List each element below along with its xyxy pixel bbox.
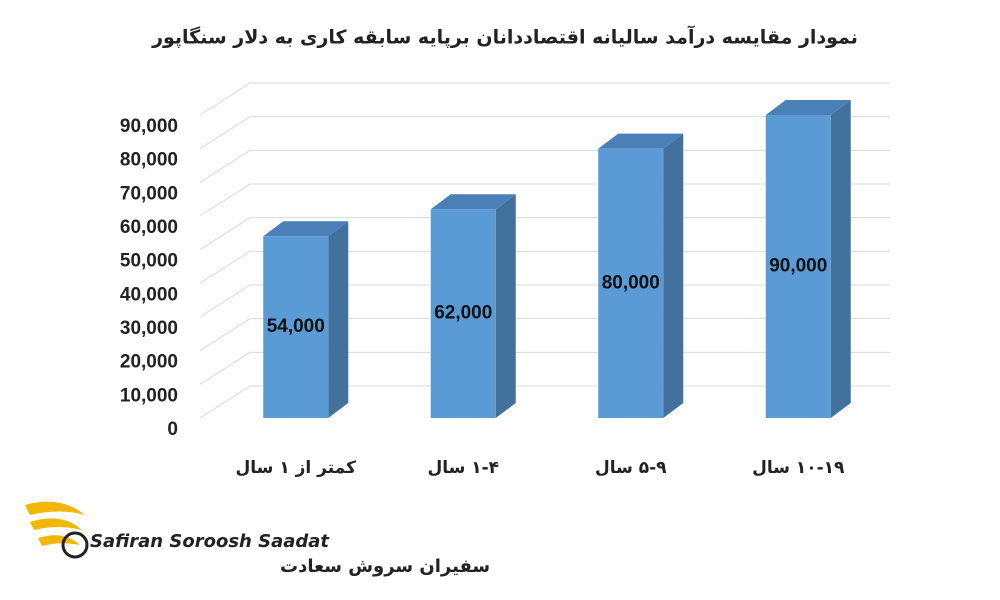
bar bbox=[430, 209, 496, 418]
grid-line bbox=[199, 116, 890, 150]
value-label: 54,000 bbox=[267, 316, 325, 337]
bar-side bbox=[663, 133, 684, 418]
y-tick-label: 70,000 bbox=[120, 183, 178, 204]
value-label: 80,000 bbox=[602, 272, 660, 293]
x-tick-label: ۱۰-۱۹ سال bbox=[752, 458, 845, 478]
y-tick-label: 0 bbox=[167, 419, 178, 440]
logo-text-fa: سفیران سروش سعادت bbox=[280, 556, 490, 577]
logo-wing bbox=[30, 518, 82, 530]
bar bbox=[765, 115, 831, 418]
bar-top bbox=[430, 194, 516, 210]
logo-text: Safiran Soroosh Saadat bbox=[90, 531, 330, 552]
bar-top bbox=[765, 100, 851, 115]
bar bbox=[598, 148, 664, 418]
logo-wing bbox=[25, 501, 85, 515]
bar-top bbox=[598, 133, 684, 149]
bar bbox=[263, 236, 329, 418]
y-tick-label: 30,000 bbox=[120, 318, 178, 339]
x-tick-label: ۱-۴ سال bbox=[427, 458, 499, 478]
y-tick-label: 90,000 bbox=[120, 116, 178, 137]
logo-wing bbox=[38, 535, 80, 546]
y-tick-label: 40,000 bbox=[120, 284, 178, 305]
bar-side bbox=[495, 194, 516, 418]
value-label: 62,000 bbox=[434, 303, 492, 324]
bar-top bbox=[263, 221, 349, 237]
bar-side bbox=[328, 221, 349, 418]
y-tick-label: 50,000 bbox=[120, 251, 178, 272]
y-tick-label: 10,000 bbox=[120, 385, 178, 406]
chart-title: نمودار مقایسه درآمد سالیانه اقتصاددانان … bbox=[151, 25, 858, 49]
logo-ring bbox=[61, 531, 89, 559]
y-tick-label: 20,000 bbox=[120, 352, 178, 373]
x-tick-label: ۵-۹ سال bbox=[595, 458, 667, 478]
y-tick-label: 80,000 bbox=[120, 150, 178, 171]
y-tick-label: 60,000 bbox=[120, 217, 178, 238]
grid-line bbox=[199, 82, 890, 116]
logo: Safiran Soroosh Saadat سفیران سروش سعادت bbox=[25, 501, 490, 577]
value-label: 90,000 bbox=[769, 256, 827, 277]
x-tick-label: کمتر از ۱ سال bbox=[236, 458, 357, 478]
bar-side bbox=[830, 100, 851, 418]
